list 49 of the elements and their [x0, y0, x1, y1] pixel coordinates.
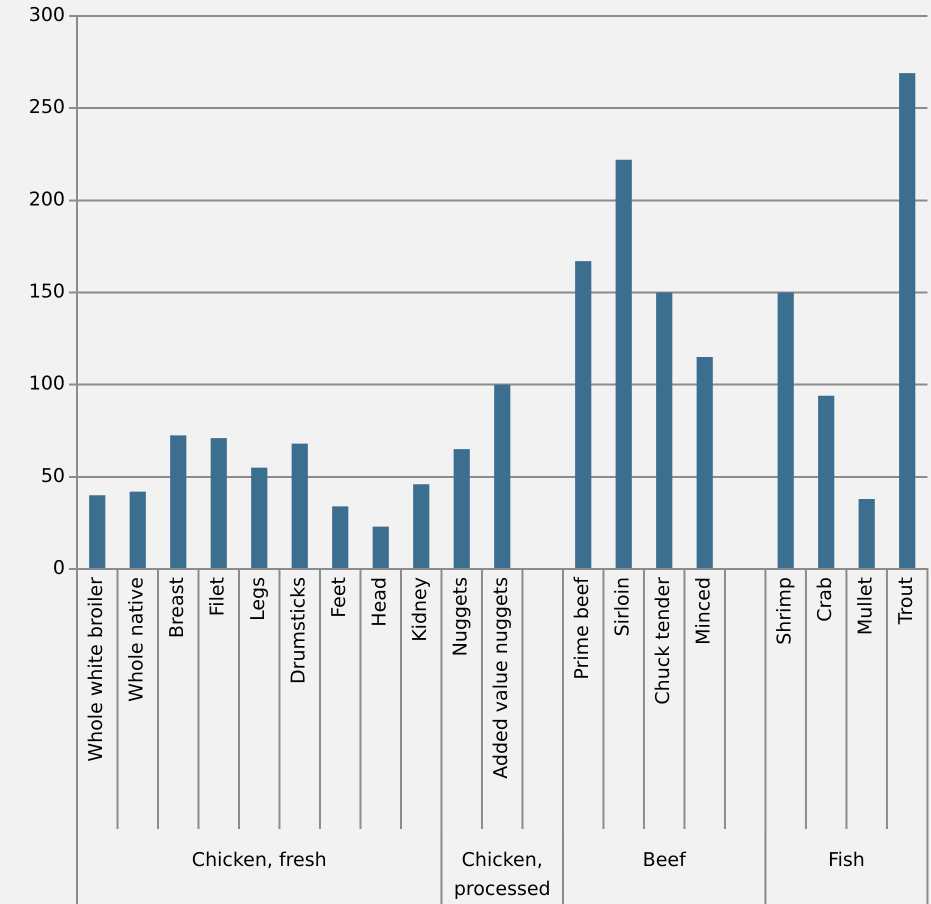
text: Fish	[828, 848, 865, 871]
bar	[454, 449, 470, 568]
bar	[210, 438, 227, 568]
x-tick-label: Whole native	[126, 577, 148, 702]
x-tick-label: Head	[368, 577, 391, 627]
text: Chicken, processed	[454, 848, 551, 900]
x-tick-label: Breast	[166, 577, 188, 638]
bar	[130, 492, 146, 568]
bar	[332, 506, 348, 568]
x-tick-label: Whole white broiler	[85, 576, 108, 762]
bar	[292, 444, 308, 568]
y-tick-label: 50	[40, 464, 65, 487]
x-tick-label: Drumsticks	[288, 577, 310, 684]
bar	[778, 292, 794, 568]
bar	[89, 495, 106, 568]
x-tick-label: Kidney	[409, 577, 432, 642]
x-tick-label: Crab	[814, 577, 836, 622]
x-tick-label: Trout	[895, 577, 918, 626]
y-tick-label: 100	[28, 372, 65, 395]
x-tick-label: Shrimp	[774, 577, 796, 645]
y-tick-label: 0	[52, 556, 65, 579]
text: Chicken, fresh	[192, 848, 327, 871]
bar	[251, 468, 268, 568]
x-tick-label: Feet	[328, 577, 350, 618]
bar	[170, 435, 186, 568]
bar	[656, 292, 672, 568]
x-tick-label: Minced	[692, 577, 715, 645]
x-tick-label: Prime beef	[571, 576, 594, 680]
text: Beef	[642, 848, 688, 871]
bar	[899, 73, 916, 568]
y-tick-label: 150	[28, 280, 65, 302]
x-tick-label: Mullet	[854, 577, 877, 636]
x-tick-label: Added value nuggets	[490, 577, 512, 779]
y-tick-label: 200	[28, 188, 65, 210]
y-tick-label: 300	[28, 4, 65, 26]
x-tick-label: Chuck tender	[652, 576, 674, 705]
bar	[575, 261, 592, 568]
bar	[858, 498, 875, 568]
bar	[696, 357, 713, 568]
x-tick-label: Sirloin	[612, 577, 634, 636]
y-tick-label: 250	[28, 96, 65, 118]
x-tick-label: Nuggets	[450, 577, 472, 656]
bar	[494, 384, 510, 568]
x-tick-label: Filet	[206, 577, 229, 616]
bar	[818, 396, 834, 568]
bar	[413, 484, 430, 568]
bar	[616, 160, 632, 568]
bar	[372, 526, 389, 568]
x-tick-label: Legs	[247, 577, 270, 621]
